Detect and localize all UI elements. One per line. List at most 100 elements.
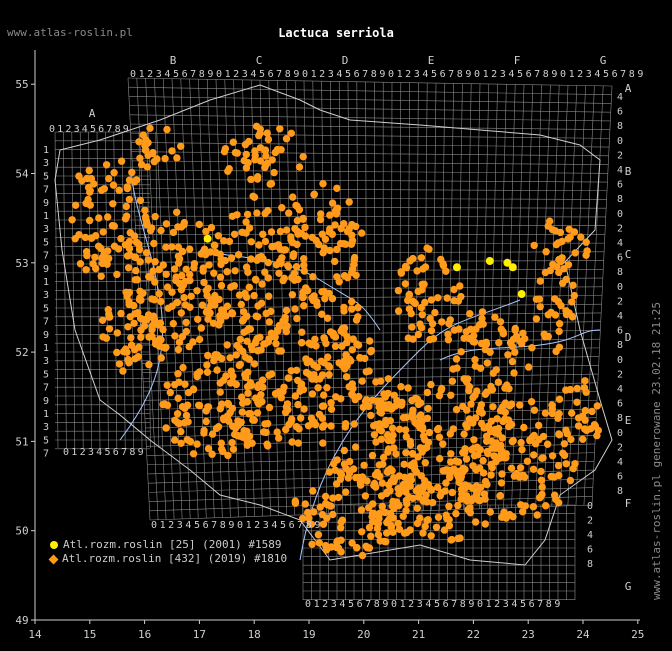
orange-point (446, 430, 454, 438)
grid-row-digit: 3 (43, 356, 49, 367)
orange-point (256, 157, 265, 165)
orange-point (570, 228, 579, 236)
orange-point (287, 129, 295, 137)
orange-point (288, 438, 296, 446)
orange-point (487, 471, 495, 479)
grid-index-digit: 2 (322, 599, 328, 610)
orange-point (178, 271, 186, 280)
orange-point (195, 220, 203, 229)
orange-point (483, 388, 491, 396)
orange-point (277, 258, 285, 266)
orange-point (327, 405, 336, 413)
grid-row-digit: 8 (617, 121, 623, 132)
grid-row-digit: 0 (617, 209, 623, 220)
orange-point (395, 425, 404, 433)
orange-point (179, 281, 187, 290)
orange-point (163, 125, 171, 134)
grid-row-digit: 4 (617, 92, 623, 103)
orange-point (135, 245, 144, 254)
orange-point (247, 175, 255, 184)
orange-point (331, 221, 339, 229)
orange-point (310, 418, 318, 426)
orange-point (76, 260, 85, 268)
orange-point (243, 312, 251, 320)
orange-point (530, 451, 538, 459)
grid-row-digit: 9 (43, 330, 49, 341)
orange-point (538, 483, 546, 491)
orange-point (443, 294, 451, 302)
orange-point (404, 334, 412, 342)
orange-point (426, 335, 434, 344)
orange-point (290, 276, 299, 284)
orange-point (388, 424, 397, 432)
grid-index-digit: 4 (336, 69, 342, 80)
grid-index-digit: 0 (237, 520, 243, 531)
grid-index-digit: 1 (569, 69, 575, 80)
yellow-point (485, 257, 494, 266)
y-tick-label: 54 (15, 168, 29, 181)
grid-index-digit: 5 (434, 599, 440, 610)
orange-point (82, 248, 91, 256)
orange-point (557, 301, 565, 310)
grid-index-digit: 1 (400, 599, 406, 610)
orange-point (461, 449, 469, 457)
orange-point (254, 173, 262, 181)
orange-point (84, 195, 92, 204)
orange-point (532, 295, 541, 303)
orange-point (125, 244, 134, 253)
orange-point (427, 380, 435, 389)
orange-point (81, 233, 90, 242)
orange-point (439, 440, 447, 448)
grid-index-digit: 2 (405, 69, 411, 80)
orange-point (72, 201, 80, 209)
orange-point (439, 467, 447, 475)
orange-point (350, 420, 358, 428)
orange-point (423, 414, 432, 422)
orange-point (144, 151, 152, 159)
grid-index-digit: 4 (250, 69, 256, 80)
orange-point (564, 261, 573, 269)
grid-index-digit: 8 (371, 69, 377, 80)
orange-point (83, 174, 91, 183)
orange-point (75, 172, 83, 180)
orange-point (137, 160, 146, 169)
grid-index-digit: 9 (207, 69, 213, 80)
orange-point (113, 348, 121, 357)
orange-point (109, 181, 118, 189)
orange-point (413, 267, 421, 275)
orange-point (457, 485, 466, 493)
orange-point (423, 498, 431, 506)
orange-point (71, 235, 79, 243)
orange-point (300, 255, 308, 263)
grid-index-digit: 0 (388, 69, 394, 80)
grid-column-letter: D (342, 54, 349, 67)
grid-line (155, 131, 160, 449)
orange-point (496, 318, 505, 326)
yellow-point (503, 258, 512, 267)
orange-point (582, 388, 590, 396)
grid-index-digit: 4 (164, 69, 170, 80)
generation-stamp: www.atlas-roslin.pl generowane 23.02.18 … (650, 301, 663, 600)
orange-point (424, 404, 432, 413)
orange-point (472, 325, 480, 333)
orange-point (414, 453, 422, 461)
orange-point (223, 341, 231, 349)
orange-point (228, 438, 236, 447)
grid-index-digit: 9 (138, 447, 144, 458)
orange-point (265, 403, 274, 412)
orange-point (404, 384, 412, 392)
orange-point (301, 500, 309, 508)
grid-row-digit: 2 (617, 223, 623, 234)
orange-point (210, 269, 218, 277)
orange-point (248, 439, 256, 447)
orange-point (459, 402, 467, 411)
orange-point (551, 311, 560, 319)
orange-point (541, 333, 549, 341)
legend-item-2019: Atl.rozm.roslin [432] (2019) #1810 (48, 552, 287, 565)
orange-point (214, 232, 223, 240)
orange-point (559, 279, 567, 287)
grid-index-digit: 3 (74, 124, 80, 135)
orange-point (458, 468, 467, 477)
orange-point (333, 204, 341, 213)
orange-point (85, 216, 94, 225)
